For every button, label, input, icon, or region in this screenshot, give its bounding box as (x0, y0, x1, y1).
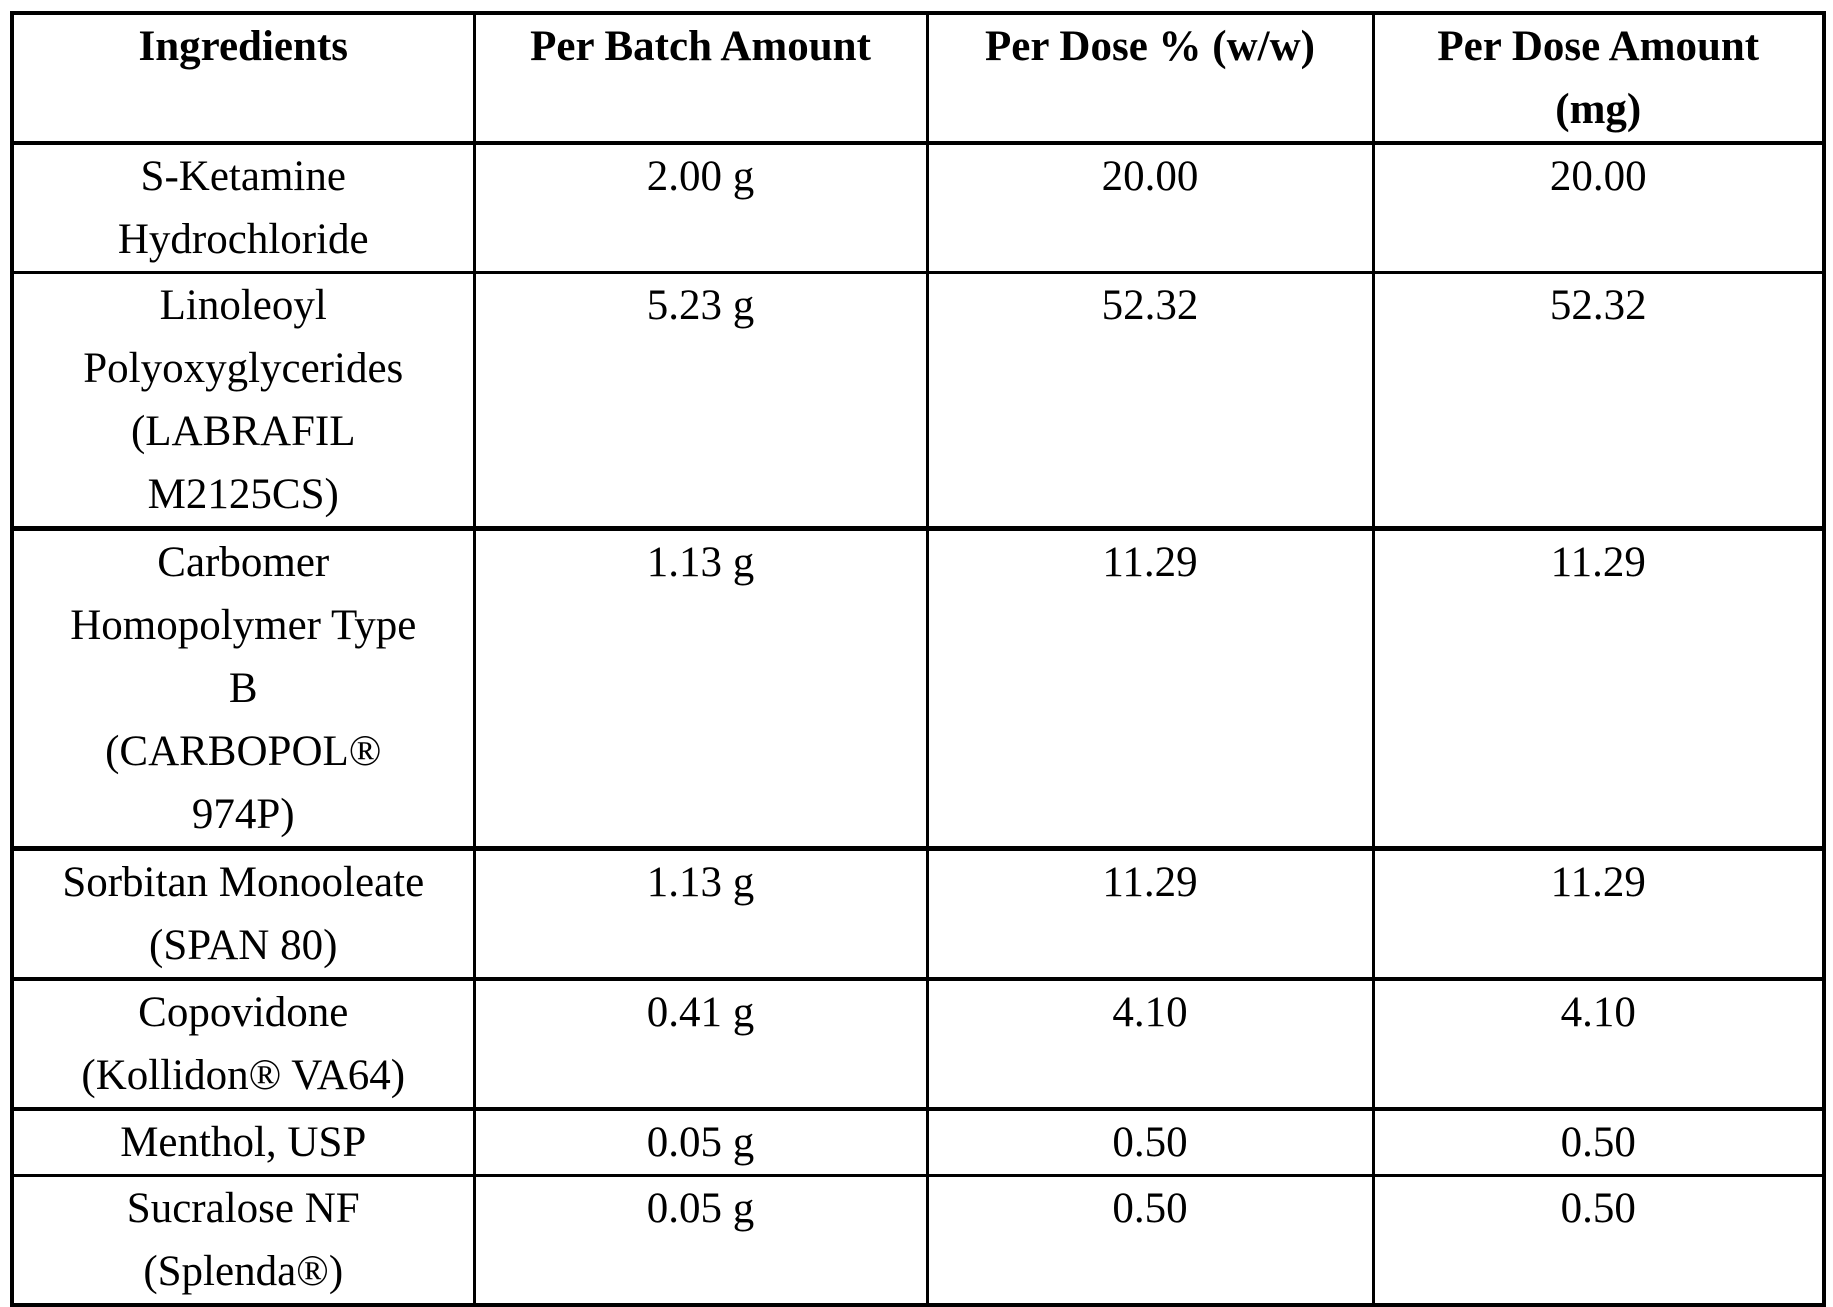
header-per-dose-amount-mg: Per Dose Amount (mg) (1371, 11, 1826, 145)
cell-per-batch-amount: 0.05 g (472, 1174, 929, 1307)
cell-per-dose-amount-mg: 11.29 (1371, 527, 1826, 850)
table-row: S-Ketamine Hydrochloride 2.00 g 20.00 20… (10, 141, 1826, 274)
ingredients-table: Ingredients Per Batch Amount Per Dose % … (10, 11, 1826, 1307)
cell-per-dose-percent: 11.29 (925, 527, 1375, 850)
cell-per-batch-amount: 1.13 g (472, 847, 929, 981)
cell-per-dose-percent: 20.00 (925, 141, 1375, 274)
table-row: Sucralose NF (Splenda®) 0.05 g 0.50 0.50 (10, 1174, 1826, 1307)
cell-per-dose-amount-mg: 4.10 (1371, 977, 1826, 1111)
cell-ingredient: Carbomer Homopolymer Type B (CARBOPOL® 9… (10, 527, 476, 850)
cell-per-batch-amount: 1.13 g (472, 527, 929, 850)
cell-per-dose-amount-mg: 11.29 (1371, 847, 1826, 981)
cell-per-dose-percent: 11.29 (925, 847, 1375, 981)
cell-ingredient: Menthol, USP (10, 1107, 476, 1177)
cell-ingredient: Sucralose NF (Splenda®) (10, 1174, 476, 1307)
header-per-batch-amount: Per Batch Amount (472, 11, 929, 145)
cell-ingredient: Linoleoyl Polyoxyglycerides (LABRAFIL M2… (10, 271, 476, 530)
cell-ingredient: Copovidone (Kollidon® VA64) (10, 977, 476, 1111)
cell-per-batch-amount: 5.23 g (472, 271, 929, 530)
table-row: Sorbitan Monooleate (SPAN 80) 1.13 g 11.… (10, 847, 1826, 981)
table-row: Menthol, USP 0.05 g 0.50 0.50 (10, 1107, 1826, 1177)
cell-per-dose-amount-mg: 0.50 (1371, 1107, 1826, 1177)
table-row: Copovidone (Kollidon® VA64) 0.41 g 4.10 … (10, 977, 1826, 1111)
cell-per-dose-percent: 52.32 (925, 271, 1375, 530)
cell-per-dose-amount-mg: 20.00 (1371, 141, 1826, 274)
cell-per-batch-amount: 0.41 g (472, 977, 929, 1111)
cell-per-dose-percent: 4.10 (925, 977, 1375, 1111)
cell-ingredient: S-Ketamine Hydrochloride (10, 141, 476, 274)
table-row: Linoleoyl Polyoxyglycerides (LABRAFIL M2… (10, 271, 1826, 530)
table-header-row: Ingredients Per Batch Amount Per Dose % … (10, 11, 1826, 145)
cell-ingredient: Sorbitan Monooleate (SPAN 80) (10, 847, 476, 981)
cell-per-dose-percent: 0.50 (925, 1107, 1375, 1177)
table-row: Carbomer Homopolymer Type B (CARBOPOL® 9… (10, 527, 1826, 850)
cell-per-dose-percent: 0.50 (925, 1174, 1375, 1307)
header-per-dose-percent: Per Dose % (w/w) (925, 11, 1375, 145)
header-ingredients: Ingredients (10, 11, 476, 145)
cell-per-batch-amount: 2.00 g (472, 141, 929, 274)
cell-per-batch-amount: 0.05 g (472, 1107, 929, 1177)
cell-per-dose-amount-mg: 0.50 (1371, 1174, 1826, 1307)
cell-per-dose-amount-mg: 52.32 (1371, 271, 1826, 530)
